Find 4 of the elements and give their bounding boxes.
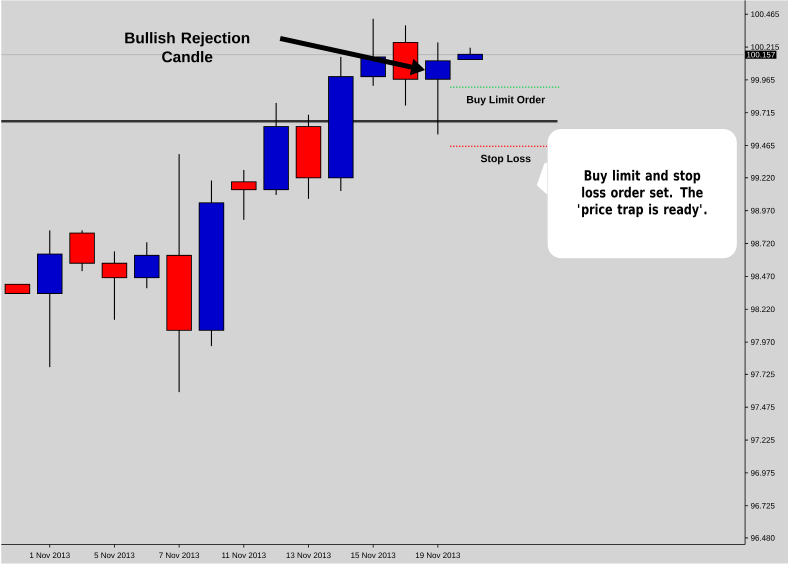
annotation: Bullish Rejection Candle (125, 32, 250, 63)
ref-line-label: Stop Loss (480, 155, 531, 164)
annotation: Buy limit and stop loss order set. The 'price trap is ready'. (578, 170, 706, 218)
ref-line-label: Buy Limit Order (466, 96, 546, 106)
